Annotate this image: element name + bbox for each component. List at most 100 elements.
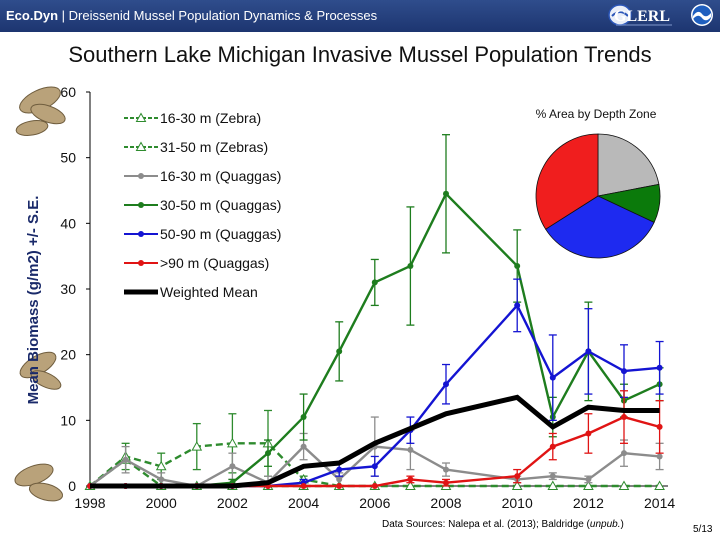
data-point xyxy=(443,381,449,388)
data-point xyxy=(191,441,203,451)
data-point xyxy=(511,480,523,490)
x-tick-label: 2006 xyxy=(359,495,390,511)
data-point xyxy=(443,479,449,486)
y-tick-label: 10 xyxy=(60,412,76,428)
data-point xyxy=(514,473,521,480)
data-point xyxy=(514,302,521,309)
data-point xyxy=(583,480,594,490)
x-tick-label: 2014 xyxy=(644,495,675,511)
series-line xyxy=(90,394,660,489)
data-point xyxy=(621,450,627,457)
data-point xyxy=(336,466,343,473)
data-point xyxy=(656,364,663,371)
series-group xyxy=(90,394,660,489)
data-point xyxy=(443,190,449,197)
y-axis-title: Mean Biomass (g/m2) +/- S.E. xyxy=(25,196,42,405)
legend-label: 50-90 m (Quaggas) xyxy=(160,226,281,242)
legend-label: Weighted Mean xyxy=(160,284,258,300)
data-point xyxy=(336,483,343,489)
data-point xyxy=(585,476,592,483)
data-point xyxy=(155,460,167,471)
header-brand: Eco.Dyn | Dreissenid Mussel Population D… xyxy=(6,8,377,23)
pie-title: % Area by Depth Zone xyxy=(536,107,657,121)
y-tick-label: 60 xyxy=(60,84,76,100)
data-point xyxy=(618,480,630,490)
data-point xyxy=(407,263,414,270)
legend-marker xyxy=(135,112,147,122)
x-tick-label: 2010 xyxy=(502,495,533,511)
pie-slice xyxy=(545,195,655,259)
data-point xyxy=(585,430,592,437)
x-tick-label: 2000 xyxy=(146,495,177,511)
data-point xyxy=(443,466,449,473)
legend-marker xyxy=(138,231,144,237)
y-tick-label: 50 xyxy=(60,150,76,166)
data-point xyxy=(265,450,271,457)
data-point xyxy=(122,456,129,463)
series-group xyxy=(87,416,664,489)
y-tick-label: 20 xyxy=(60,347,76,363)
glerl-logo-text: GLERL xyxy=(614,8,670,25)
data-point xyxy=(405,480,416,490)
data-point xyxy=(549,374,556,381)
page-number: 5/13 xyxy=(693,524,713,535)
legend-label: 31-50 m (Zebras) xyxy=(160,139,268,155)
noaa-emblem-icon xyxy=(691,4,713,26)
data-point xyxy=(585,348,592,355)
data-point xyxy=(158,476,165,483)
source-prefix: Data Sources: Nalepa et al. (2013); Bald… xyxy=(382,519,590,530)
series-group xyxy=(87,278,664,489)
header-bar: Eco.Dyn | Dreissenid Mussel Population D… xyxy=(0,0,720,32)
mussel-photo-strip xyxy=(14,86,66,502)
data-point xyxy=(229,463,236,470)
pie-slice xyxy=(597,133,660,197)
data-point xyxy=(407,446,414,453)
data-point xyxy=(336,476,343,483)
legend-marker xyxy=(138,173,144,179)
brand-subtitle: | Dreissenid Mussel Population Dynamics … xyxy=(58,8,378,23)
data-point xyxy=(300,443,307,450)
data-source-note: Data Sources: Nalepa et al. (2013); Bald… xyxy=(382,519,624,530)
legend-marker xyxy=(138,202,144,208)
glerl-logo-icon: GLERL xyxy=(608,4,672,26)
legend-label: 30-50 m (Quaggas) xyxy=(160,197,281,213)
series-group xyxy=(84,409,345,490)
data-point xyxy=(621,414,627,421)
series-line xyxy=(89,444,660,488)
data-point xyxy=(549,473,556,480)
y-tick-label: 30 xyxy=(60,281,76,297)
source-suffix: ) xyxy=(620,519,624,530)
data-point xyxy=(549,443,556,450)
data-point xyxy=(336,348,343,355)
y-tick-label: 0 xyxy=(68,478,76,494)
x-tick-label: 1998 xyxy=(74,495,105,511)
data-point xyxy=(227,437,238,448)
data-point xyxy=(371,279,378,286)
x-tick-label: 2008 xyxy=(430,495,461,511)
legend-label: >90 m (Quaggas) xyxy=(160,255,269,271)
data-point xyxy=(407,476,414,483)
legend-label: 16-30 m (Zebra) xyxy=(160,110,261,126)
data-point xyxy=(656,423,663,430)
source-italic: unpub. xyxy=(589,519,621,530)
slide-title: Southern Lake Michigan Invasive Mussel P… xyxy=(68,42,652,67)
x-tick-label: 2002 xyxy=(217,495,248,511)
series-line xyxy=(89,458,660,488)
data-point xyxy=(547,480,559,490)
data-point xyxy=(656,453,663,460)
data-point xyxy=(300,414,307,421)
y-tick-label: 40 xyxy=(60,215,76,231)
legend-marker xyxy=(138,260,144,266)
data-point xyxy=(371,483,378,489)
legend-label: 16-30 m (Quaggas) xyxy=(160,168,281,184)
series-line xyxy=(89,442,340,488)
data-point xyxy=(371,463,378,470)
data-point xyxy=(514,263,521,270)
brand-name: Eco.Dyn xyxy=(6,8,59,23)
data-point xyxy=(654,480,665,490)
legend-marker xyxy=(135,141,147,151)
x-tick-label: 2012 xyxy=(573,495,604,511)
x-tick-label: 2004 xyxy=(288,495,319,511)
data-point xyxy=(621,368,627,375)
